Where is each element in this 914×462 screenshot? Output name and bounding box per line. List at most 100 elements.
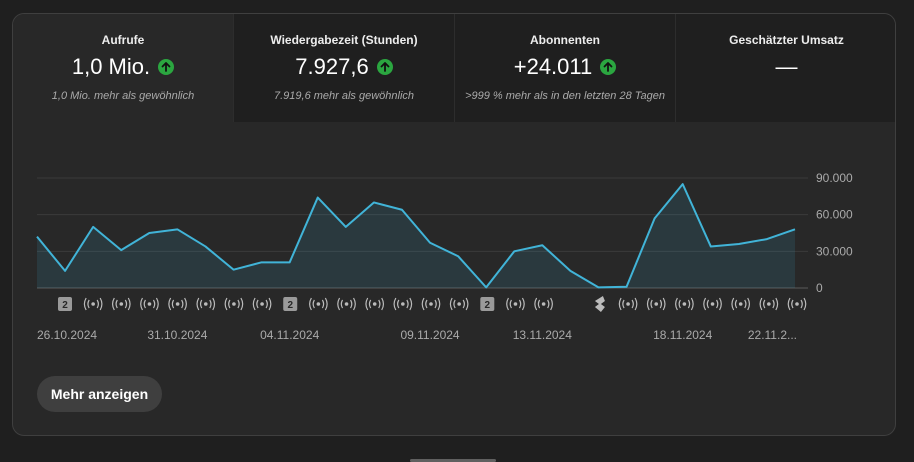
live-icon-waves xyxy=(171,299,184,309)
shorts-icon xyxy=(594,296,605,312)
live-icon xyxy=(91,302,95,306)
live-icon-waves xyxy=(703,297,722,311)
live-icon xyxy=(119,302,124,306)
live-icon-waves xyxy=(791,299,803,309)
live-icon xyxy=(344,302,349,306)
live-icon xyxy=(316,302,321,306)
x-tick-label: 31.10.2024 xyxy=(147,328,207,342)
live-icon-waves xyxy=(731,297,751,311)
live-icon-waves xyxy=(762,299,775,309)
live-icon-waves xyxy=(309,297,328,311)
live-icon-waves xyxy=(787,297,807,311)
arrow-up-icon xyxy=(376,59,393,75)
live-icon-waves xyxy=(421,297,441,311)
live-icon-waves xyxy=(256,299,268,309)
live-icon xyxy=(626,302,630,306)
live-icon-waves xyxy=(143,299,156,309)
live-icon-waves xyxy=(168,297,187,311)
live-icon-waves xyxy=(396,299,409,309)
metric-comparison: 1,0 Mio. mehr als gewöhnlich xyxy=(51,90,195,102)
x-tick-label: 04.11.2024 xyxy=(260,328,319,342)
live-icon-waves xyxy=(196,297,216,311)
premiere-badge-label: 2 xyxy=(485,300,491,311)
y-tick-label: 30.000 xyxy=(816,244,853,258)
live-icon-waves xyxy=(199,299,212,309)
live-icon xyxy=(401,302,405,306)
live-icon xyxy=(654,302,659,306)
live-icon-waves xyxy=(111,297,131,311)
live-icon-waves xyxy=(115,299,128,309)
live-icon-waves xyxy=(622,299,634,309)
live-icon-waves xyxy=(393,297,413,311)
metrics-row: Aufrufe 1,0 Mio. 1,0 Mio. mehr als gewöh… xyxy=(13,14,895,122)
series-line xyxy=(36,183,796,289)
metric-views[interactable]: Aufrufe 1,0 Mio. 1,0 Mio. mehr als gewöh… xyxy=(13,14,234,122)
live-icon-waves xyxy=(340,299,353,309)
series-area xyxy=(37,184,795,288)
live-icon-waves xyxy=(337,297,356,311)
live-icon-waves xyxy=(646,297,666,311)
metric-label: Wiedergabezeit (Stunden) xyxy=(270,33,418,47)
live-icon xyxy=(795,302,799,306)
live-icon xyxy=(260,302,264,306)
metric-subscribers[interactable]: Abonnenten +24.011 >999 % mehr als in de… xyxy=(455,14,676,122)
y-tick-label: 90.000 xyxy=(816,171,853,185)
live-icon-waves xyxy=(650,299,663,309)
arrow-up-icon xyxy=(600,59,617,75)
show-more-button[interactable]: Mehr anzeigen xyxy=(37,376,162,412)
premiere-badge xyxy=(58,297,72,311)
metric-comparison: >999 % mehr als in den letzten 28 Tagen xyxy=(465,90,665,102)
y-tick-label: 60.000 xyxy=(816,208,853,222)
live-icon xyxy=(372,302,377,306)
metric-revenue[interactable]: Geschätzter Umsatz — xyxy=(676,14,895,122)
metric-value: — xyxy=(775,54,798,79)
arrow-up-icon xyxy=(158,59,175,75)
metric-value: +24.011 xyxy=(513,54,593,79)
live-icon xyxy=(457,302,461,306)
metric-value: 1,0 Mio. xyxy=(71,54,151,79)
x-tick-label: 18.11.2024 xyxy=(653,328,712,342)
live-icon-waves xyxy=(224,297,244,311)
live-icon xyxy=(682,302,687,306)
analytics-card: Aufrufe 1,0 Mio. 1,0 Mio. mehr als gewöh… xyxy=(12,13,896,436)
views-chart: 90.000 60.000 30.000 0 2 2 2 26.10.2024 31.10.20… xyxy=(36,171,853,342)
metric-label: Aufrufe xyxy=(101,33,145,47)
live-icon-waves xyxy=(449,297,469,311)
x-tick-label: 09.11.2024 xyxy=(400,328,459,342)
live-icon xyxy=(541,302,546,306)
live-icon-waves xyxy=(453,299,466,309)
live-icon-waves xyxy=(87,299,100,309)
premiere-badge-label: 2 xyxy=(62,300,68,311)
live-icon-waves xyxy=(252,297,272,311)
metric-value: 7.927,6 xyxy=(295,54,369,79)
live-icon-waves xyxy=(140,297,159,311)
y-tick-label: 0 xyxy=(816,281,823,295)
live-icon xyxy=(767,302,771,306)
live-icon xyxy=(513,302,518,306)
metric-label: Geschätzter Umsatz xyxy=(729,33,844,47)
live-icon-waves xyxy=(83,297,103,311)
live-icon xyxy=(429,302,433,306)
live-icon-waves xyxy=(425,299,437,309)
x-tick-label: 13.11.2024 xyxy=(513,328,572,342)
live-icon-waves xyxy=(537,299,550,309)
live-icon xyxy=(738,302,743,306)
live-icon-waves xyxy=(675,297,694,311)
live-icon xyxy=(710,302,715,306)
scroll-handle xyxy=(410,459,496,462)
x-tick-label: 22.11.2... xyxy=(748,328,797,342)
premiere-badge-label: 2 xyxy=(287,300,293,311)
live-icon-waves xyxy=(365,297,385,311)
metric-watch-time[interactable]: Wiedergabezeit (Stunden) 7.927,6 7.919,6… xyxy=(234,14,455,122)
live-icon xyxy=(232,302,236,306)
x-tick-label: 26.10.2024 xyxy=(37,328,97,342)
premiere-badge xyxy=(480,297,495,311)
live-icon-waves xyxy=(368,299,381,309)
live-icon-waves xyxy=(534,297,553,311)
live-icon-waves xyxy=(228,299,240,309)
live-icon-waves xyxy=(734,299,747,309)
live-icon xyxy=(147,302,152,306)
live-icon-waves xyxy=(759,297,779,311)
live-icon-waves xyxy=(706,299,719,309)
metric-comparison: 7.919,6 mehr als gewöhnlich xyxy=(273,90,415,102)
